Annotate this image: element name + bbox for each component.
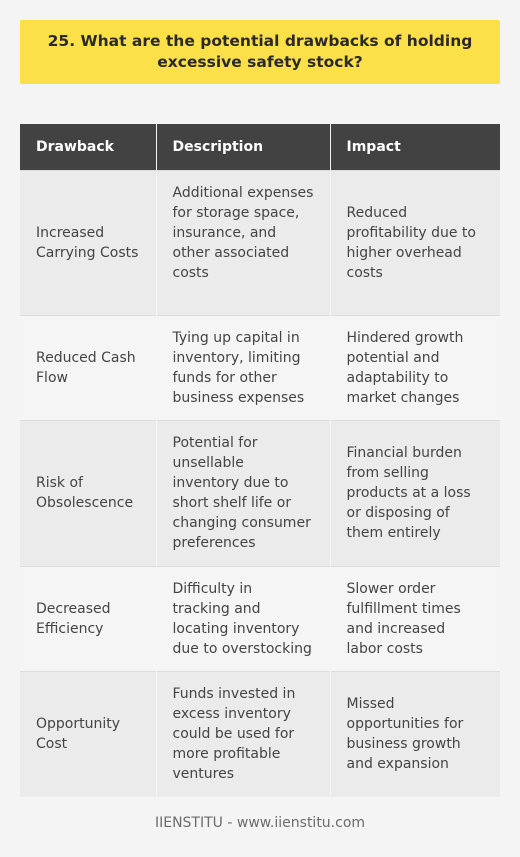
drawback-cell: Decreased Efficiency [20,565,157,671]
drawback-cell: Opportunity Cost [20,670,157,797]
description-cell: Potential for unsellable inventory due t… [156,419,331,566]
drawback-cell: Reduced Cash Flow [20,314,157,420]
impact-cell: Hindered growth potential and adaptabili… [330,314,500,420]
table-row: Decreased Efficiency Difficulty in track… [20,565,500,671]
impact-cell: Financial burden from selling products a… [330,419,500,566]
footer-credit: IIENSTITU - www.iienstitu.com [154,815,366,831]
table-row: Increased Carrying Costs Additional expe… [20,169,500,315]
description-cell: Tying up capital in inventory, limiting … [156,314,331,420]
drawback-cell: Increased Carrying Costs [20,169,157,315]
description-cell: Funds invested in excess inventory could… [156,670,331,797]
impact-cell: Slower order fulfillment times and incre… [330,565,500,671]
table-row: Risk of Obsolescence Potential for unsel… [20,419,500,566]
drawback-cell: Risk of Obsolescence [20,419,157,566]
header-drawback: Drawback [20,124,157,170]
description-cell: Additional expenses for storage space, i… [156,169,331,315]
table-header-row: Drawback Description Impact [20,124,500,170]
title-banner: 25. What are the potential drawbacks of … [20,20,500,84]
table-row: Opportunity Cost Funds invested in exces… [20,670,500,797]
impact-cell: Missed opportunities for business growth… [330,670,500,797]
impact-cell: Reduced profitability due to higher over… [330,169,500,315]
description-cell: Difficulty in tracking and locating inve… [156,565,331,671]
header-description: Description [156,124,331,170]
page-title: 25. What are the potential drawbacks of … [47,32,473,71]
header-impact: Impact [330,124,500,170]
drawbacks-table: Drawback Description Impact Increased Ca… [20,124,500,797]
table-row: Reduced Cash Flow Tying up capital in in… [20,314,500,420]
